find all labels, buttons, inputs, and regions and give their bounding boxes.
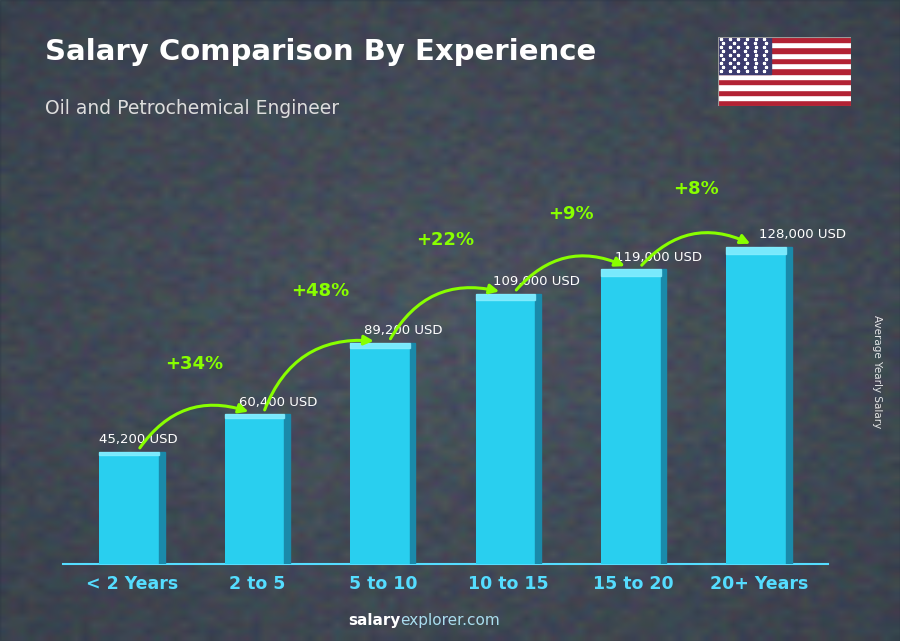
Bar bbox=[718, 53, 851, 58]
Bar bbox=[225, 414, 284, 418]
Bar bbox=[718, 37, 771, 74]
Bar bbox=[718, 79, 851, 85]
Text: 89,200 USD: 89,200 USD bbox=[364, 324, 443, 337]
Text: 60,400 USD: 60,400 USD bbox=[238, 395, 317, 409]
Bar bbox=[718, 47, 851, 53]
Bar bbox=[718, 37, 851, 42]
Bar bbox=[350, 343, 416, 564]
Bar bbox=[718, 69, 851, 74]
Text: +9%: +9% bbox=[548, 204, 594, 222]
Text: +34%: +34% bbox=[166, 356, 224, 374]
Bar bbox=[661, 269, 666, 564]
Bar bbox=[718, 101, 851, 106]
Bar bbox=[284, 414, 290, 564]
Text: 128,000 USD: 128,000 USD bbox=[759, 228, 846, 241]
Bar bbox=[718, 63, 851, 69]
Text: +48%: +48% bbox=[291, 282, 349, 300]
Bar bbox=[601, 269, 666, 564]
Bar bbox=[99, 452, 159, 454]
Bar bbox=[718, 85, 851, 90]
Bar bbox=[726, 247, 786, 254]
Text: 45,200 USD: 45,200 USD bbox=[99, 433, 178, 447]
Text: Oil and Petrochemical Engineer: Oil and Petrochemical Engineer bbox=[45, 99, 339, 119]
Bar bbox=[718, 95, 851, 101]
Bar bbox=[536, 294, 541, 564]
Bar bbox=[601, 269, 661, 276]
Bar bbox=[786, 247, 792, 564]
Bar bbox=[159, 452, 165, 564]
Bar bbox=[718, 58, 851, 63]
Bar bbox=[475, 294, 536, 300]
Text: Salary Comparison By Experience: Salary Comparison By Experience bbox=[45, 38, 596, 67]
Bar bbox=[225, 414, 290, 564]
Bar bbox=[410, 343, 416, 564]
Bar bbox=[718, 42, 851, 47]
Text: +22%: +22% bbox=[417, 231, 474, 249]
Text: explorer.com: explorer.com bbox=[400, 613, 500, 628]
Bar bbox=[475, 294, 541, 564]
Text: 119,000 USD: 119,000 USD bbox=[615, 251, 702, 263]
Text: salary: salary bbox=[348, 613, 400, 628]
Bar bbox=[718, 90, 851, 95]
Bar bbox=[350, 343, 410, 348]
Text: Average Yearly Salary: Average Yearly Salary bbox=[872, 315, 883, 428]
Bar bbox=[99, 452, 165, 564]
Bar bbox=[718, 74, 851, 79]
Text: +8%: +8% bbox=[673, 181, 719, 199]
Bar bbox=[726, 247, 792, 564]
Text: 109,000 USD: 109,000 USD bbox=[493, 276, 580, 288]
